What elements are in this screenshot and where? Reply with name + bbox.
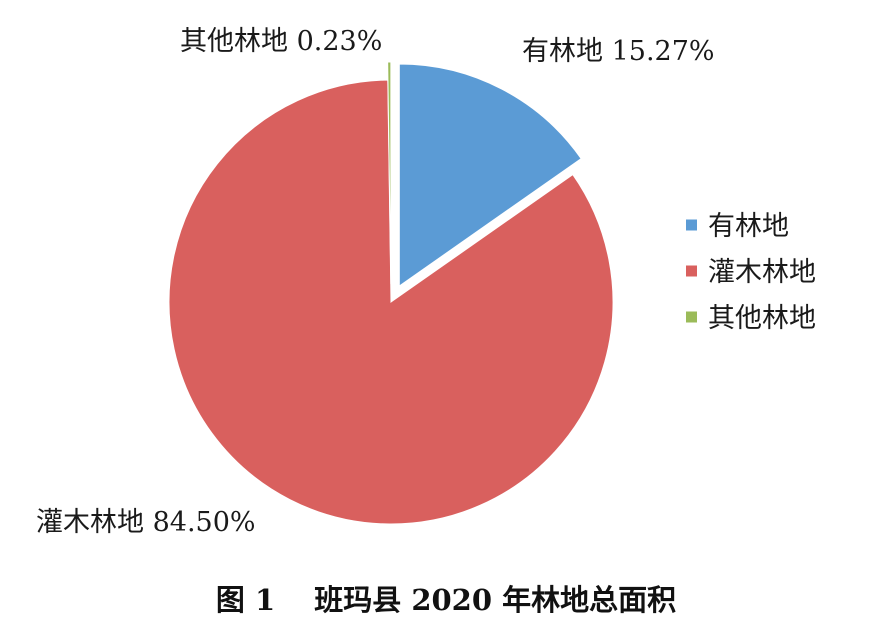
- pie-slice-2: [168, 79, 614, 525]
- pie-slices: [168, 61, 614, 525]
- slice-label-2: 灌木林地 84.50%: [36, 507, 256, 538]
- legend-swatch-1: [686, 219, 697, 231]
- legend-swatch-2: [686, 265, 697, 277]
- slice-label-1: 有林地 15.27%: [522, 36, 715, 67]
- legend-swatch-3: [686, 311, 697, 323]
- pie-slice-1: [398, 63, 582, 287]
- slice-labels: 有林地 15.27% 灌木林地 84.50% 其他林地 0.23%: [36, 26, 715, 538]
- figure-caption: 图 1 班玛县 2020 年林地总面积: [215, 583, 677, 617]
- legend-label-3: 其他林地: [708, 303, 816, 334]
- slice-label-3: 其他林地 0.23%: [180, 26, 382, 57]
- legend-label-1: 有林地: [708, 211, 789, 242]
- legend-label-2: 灌木林地: [708, 257, 816, 288]
- pie-slice-3: [387, 61, 392, 285]
